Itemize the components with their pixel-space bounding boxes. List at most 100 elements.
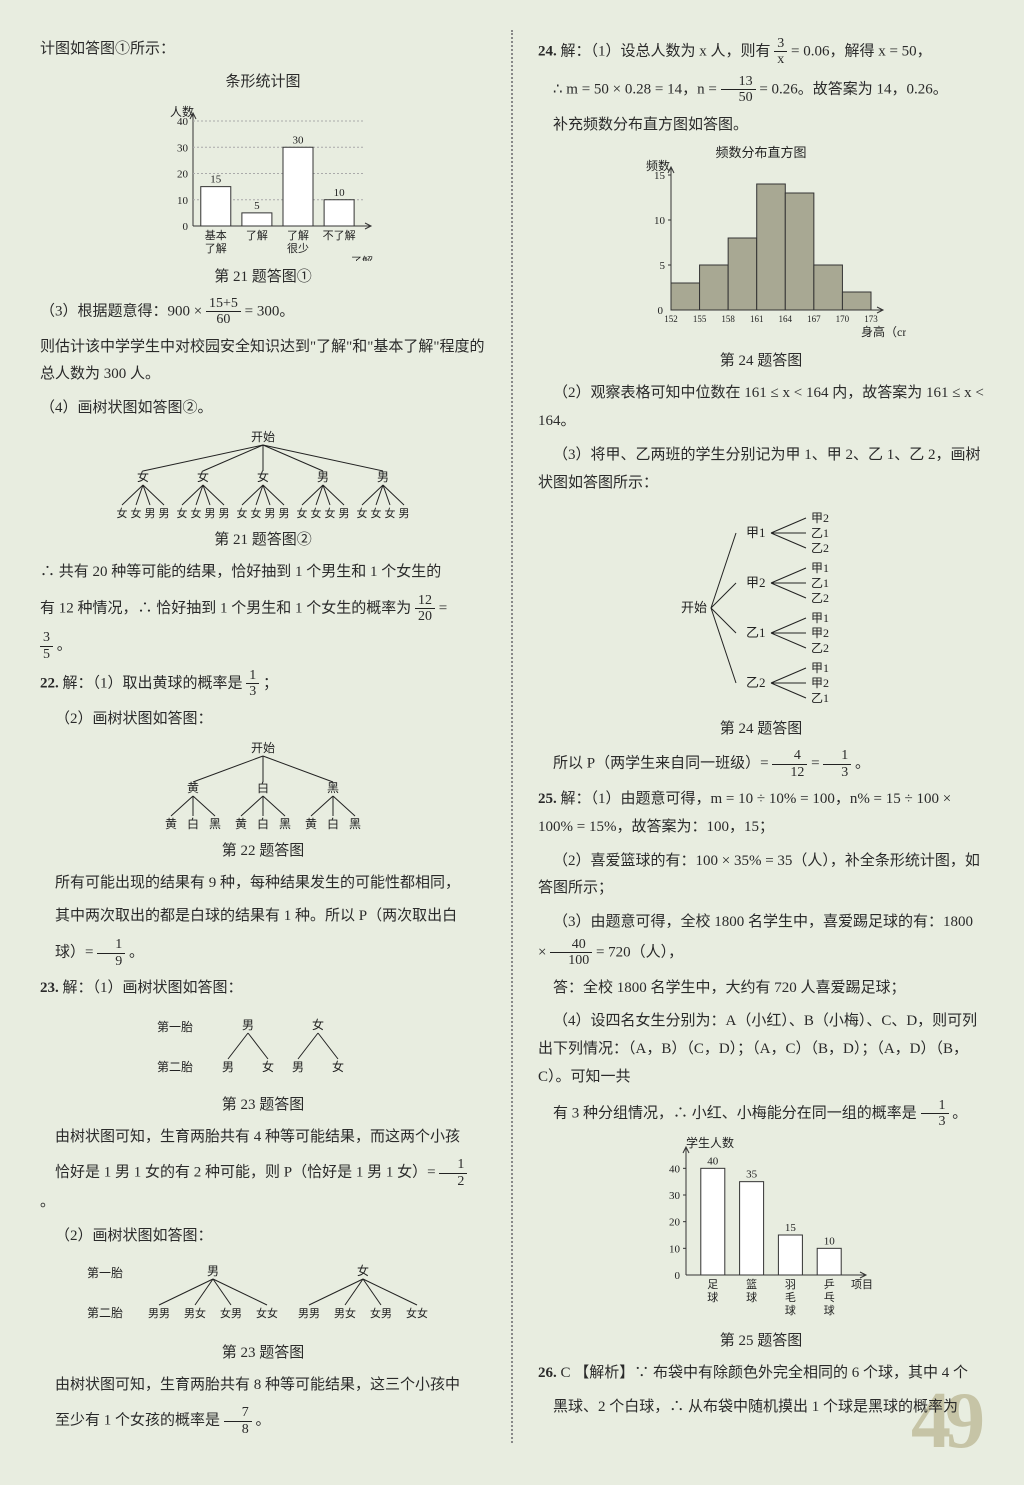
svg-text:女: 女 (357, 1263, 369, 1278)
q25-e2: 有 3 种分组情况，∴ 小红、小梅能分在同一组的概率是 13 。 (538, 1098, 984, 1130)
t: 。 (57, 638, 72, 654)
q21-e3: 35 。 (40, 630, 486, 662)
svg-text:项目: 项目 (851, 1278, 873, 1291)
svg-text:男: 男 (265, 508, 276, 520)
svg-text:女: 女 (251, 506, 262, 520)
t: 有 3 种分组情况，∴ 小红、小梅能分在同一组的概率是 (553, 1105, 917, 1121)
svg-text:170: 170 (836, 314, 850, 324)
q25-d: 答：全校 1800 名学生中，大约有 720 人喜爱踢足球； (538, 975, 984, 1003)
frac: 412 (772, 748, 807, 780)
t: 解：（1）由题意可得，m = 10 ÷ 10% = 100，n% = 15 ÷ … (538, 791, 951, 835)
q22: 22. 解：（1）取出黄球的概率是 13 ； (40, 668, 486, 700)
tree-24: 开始甲1甲2乙1乙2甲2甲1乙1乙2乙1甲1甲2乙2乙2甲1甲2乙1 (661, 503, 861, 713)
svg-text:乙1: 乙1 (811, 576, 829, 590)
svg-text:30: 30 (293, 134, 305, 146)
q24-e: （3）将甲、乙两班的学生分别记为甲 1、甲 2、乙 1、乙 2，画树状图如答图所… (538, 442, 984, 498)
svg-text:女: 女 (385, 506, 396, 520)
q21-e1: ∴ 共有 20 种等可能的结果，恰好抽到 1 个男生和 1 个女生的 (40, 559, 486, 587)
t: ； (263, 675, 278, 691)
svg-text:乒乓球: 乒乓球 (824, 1278, 835, 1317)
svg-text:男: 男 (222, 1060, 234, 1074)
t: = 300。 (245, 303, 295, 319)
svg-text:男男: 男男 (148, 1308, 170, 1320)
svg-text:乙2: 乙2 (746, 675, 766, 690)
svg-text:女: 女 (131, 506, 142, 520)
q23: 23. 解：（1）画树状图如答图： (40, 975, 486, 1003)
fig24b-caption: 第 24 题答图 (538, 717, 984, 738)
fig24a-caption: 第 24 题答图 (538, 349, 984, 370)
q21-e2: 有 12 种情况，∴ 恰好抽到 1 个男生和 1 个女生的概率为 1220 = (40, 593, 486, 625)
q22-c2: 其中两次取出的都是白球的结果有 1 种。所以 P（两次取出白 (40, 903, 486, 931)
t: 至少有 1 个女孩的概率是 (55, 1413, 220, 1429)
qnum: 26. (538, 1365, 557, 1381)
svg-text:乙2: 乙2 (811, 541, 829, 555)
svg-text:女: 女 (357, 506, 368, 520)
q24-c: 补充频数分布直方图如答图。 (538, 112, 984, 140)
svg-text:158: 158 (721, 314, 735, 324)
svg-text:女: 女 (371, 506, 382, 520)
svg-text:甲2: 甲2 (746, 575, 766, 590)
svg-text:20: 20 (669, 1217, 681, 1229)
svg-text:161: 161 (750, 314, 764, 324)
frac: 19 (97, 937, 125, 969)
svg-text:女: 女 (177, 506, 188, 520)
svg-text:0: 0 (675, 1270, 681, 1282)
q24-b: ∴ m = 50 × 0.28 = 14，n = 1350 = 0.26。故答案… (538, 74, 984, 106)
t: 恰好是 1 男 1 女的有 2 种可能，则 P（恰好是 1 男 1 女）= (55, 1165, 439, 1181)
svg-text:10: 10 (334, 187, 346, 199)
frac: 13 (246, 668, 259, 700)
svg-text:女: 女 (117, 506, 128, 520)
q24-f: 所以 P（两学生来自同一班级）= 412 = 13 。 (538, 748, 984, 780)
q21-3: （3）根据题意得：900 × 15+560 = 300。 (40, 296, 486, 328)
q25-e1: （4）设四名女生分别为：A（小红）、B（小梅）、C、D，则可列出下列情况：（A，… (538, 1008, 984, 1091)
svg-text:0: 0 (183, 221, 189, 233)
svg-text:女: 女 (262, 1059, 274, 1074)
tree-22: 开始黄黄白黑白黄白黑黑黄白黑 (148, 740, 378, 835)
t: C 【解析】∵ 布袋中有除颜色外完全相同的 6 个球，其中 4 个 (561, 1365, 969, 1381)
svg-text:白: 白 (187, 816, 199, 831)
q26: 26. C 【解析】∵ 布袋中有除颜色外完全相同的 6 个球，其中 4 个 (538, 1360, 984, 1388)
svg-text:女: 女 (237, 506, 248, 520)
svg-text:20: 20 (177, 168, 189, 180)
q22-c3: 球）= 19 。 (40, 937, 486, 969)
q23-c: （2）画树状图如答图： (40, 1223, 486, 1251)
svg-text:第二胎: 第二胎 (157, 1060, 193, 1074)
fig22-caption: 第 22 题答图 (40, 839, 486, 860)
frac: 13 (921, 1098, 949, 1130)
q25: 25. 解：（1）由题意可得，m = 10 ÷ 10% = 100，n% = 1… (538, 786, 984, 842)
t: 。 (952, 1105, 967, 1121)
svg-text:第一胎: 第一胎 (87, 1266, 123, 1280)
svg-text:男: 男 (207, 1264, 219, 1278)
svg-text:15: 15 (210, 173, 222, 185)
svg-text:频数分布直方图: 频数分布直方图 (715, 145, 806, 160)
q23-b1: 由树状图可知，生育两胎共有 4 种等可能结果，而这两个小孩 (40, 1124, 486, 1152)
qnum: 23. (40, 980, 59, 996)
svg-text:男女: 男女 (184, 1306, 206, 1320)
fig23a-caption: 第 23 题答图 (40, 1093, 486, 1114)
q22-c1: 所有可能出现的结果有 9 种，每种结果发生的可能性都相同， (40, 870, 486, 898)
svg-text:开始: 开始 (681, 600, 707, 615)
fig21b-caption: 第 21 题答图② (40, 528, 486, 549)
t: = (439, 600, 447, 616)
svg-text:5: 5 (660, 260, 666, 272)
svg-text:女男: 女男 (220, 1306, 242, 1320)
svg-text:开始: 开始 (251, 741, 275, 755)
svg-text:不了解: 不了解 (323, 228, 356, 242)
svg-text:黑: 黑 (327, 781, 339, 795)
q25-b: （2）喜爱篮球的有：100 × 35% = 35（人），补全条形统计图，如答图所… (538, 848, 984, 904)
tree-23a: 第一胎第二胎男男女女男女 (153, 1009, 373, 1089)
svg-text:了解很少: 了解很少 (287, 228, 309, 255)
t: 。 (129, 944, 144, 960)
t: ∴ m = 50 × 0.28 = 14，n = (553, 81, 721, 97)
svg-text:黄: 黄 (165, 817, 177, 831)
svg-text:女: 女 (311, 506, 322, 520)
svg-text:164: 164 (779, 314, 793, 324)
svg-text:篮球: 篮球 (746, 1277, 757, 1304)
frac: 40100 (550, 937, 592, 969)
svg-text:学生人数: 学生人数 (686, 1135, 734, 1150)
left-column: 计图如答图①所示： 条形统计图 人数01020304015基本了解5了解30了解… (40, 30, 486, 1443)
svg-text:甲2: 甲2 (811, 626, 829, 640)
svg-text:40: 40 (177, 116, 189, 128)
q21-3b: 则估计该中学学生中对校园安全知识达到"了解"和"基本了解"程度的总人数为 300… (40, 334, 486, 390)
svg-text:女: 女 (332, 1059, 344, 1074)
